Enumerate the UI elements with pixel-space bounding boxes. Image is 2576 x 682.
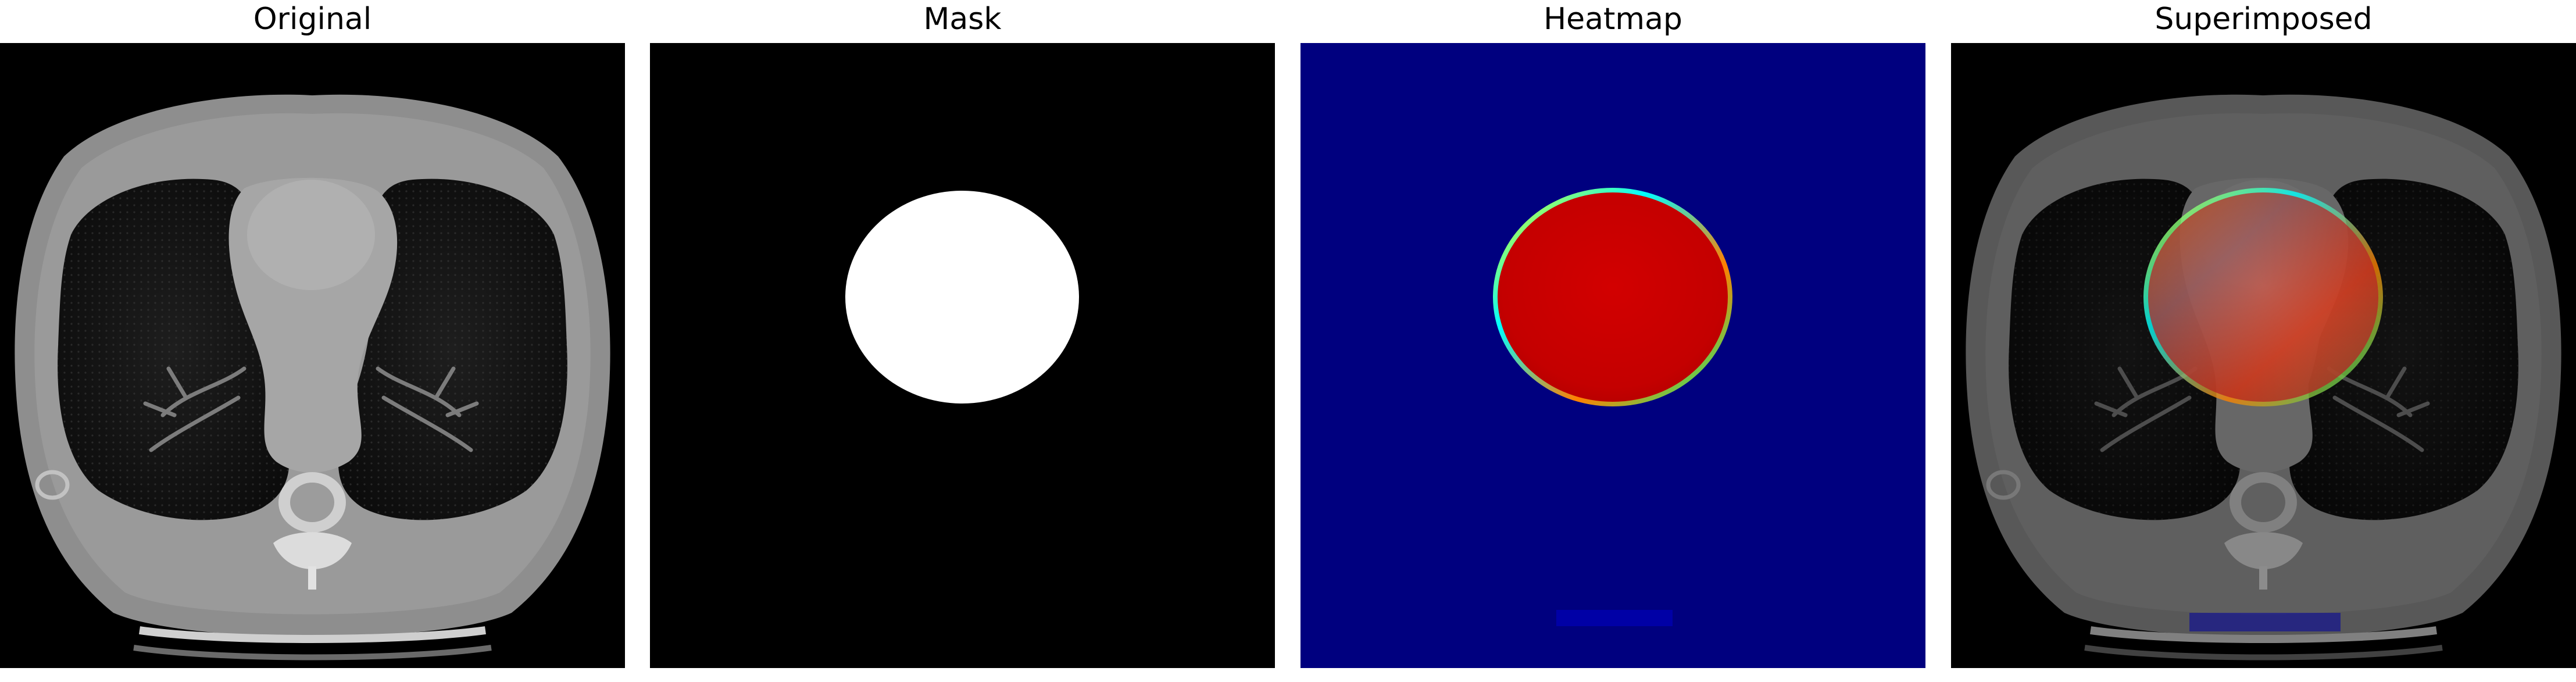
ct-slice-graphic (0, 43, 625, 668)
panel-mask: Mask (650, 0, 1275, 682)
panel-heatmap: Heatmap (1300, 0, 1925, 682)
mask-image (650, 43, 1275, 668)
panel-title-superimposed: Superimposed (1951, 1, 2576, 37)
panel-title-mask: Mask (650, 1, 1275, 37)
superimposed-image (1951, 43, 2576, 668)
panel-original: Original (0, 0, 625, 682)
mask-graphic (650, 43, 1275, 668)
heatmap-graphic (1300, 43, 1925, 668)
superimposed-graphic (1951, 43, 2576, 668)
mask-region (845, 191, 1079, 404)
heatmap-hot-region (1498, 192, 1728, 402)
panel-title-heatmap: Heatmap (1300, 1, 1925, 37)
overlay-region (2148, 192, 2378, 402)
panel-title-original: Original (0, 1, 625, 37)
panel-superimposed: Superimposed (1951, 0, 2576, 682)
heatmap-image (1300, 43, 1925, 668)
original-image (0, 43, 625, 668)
